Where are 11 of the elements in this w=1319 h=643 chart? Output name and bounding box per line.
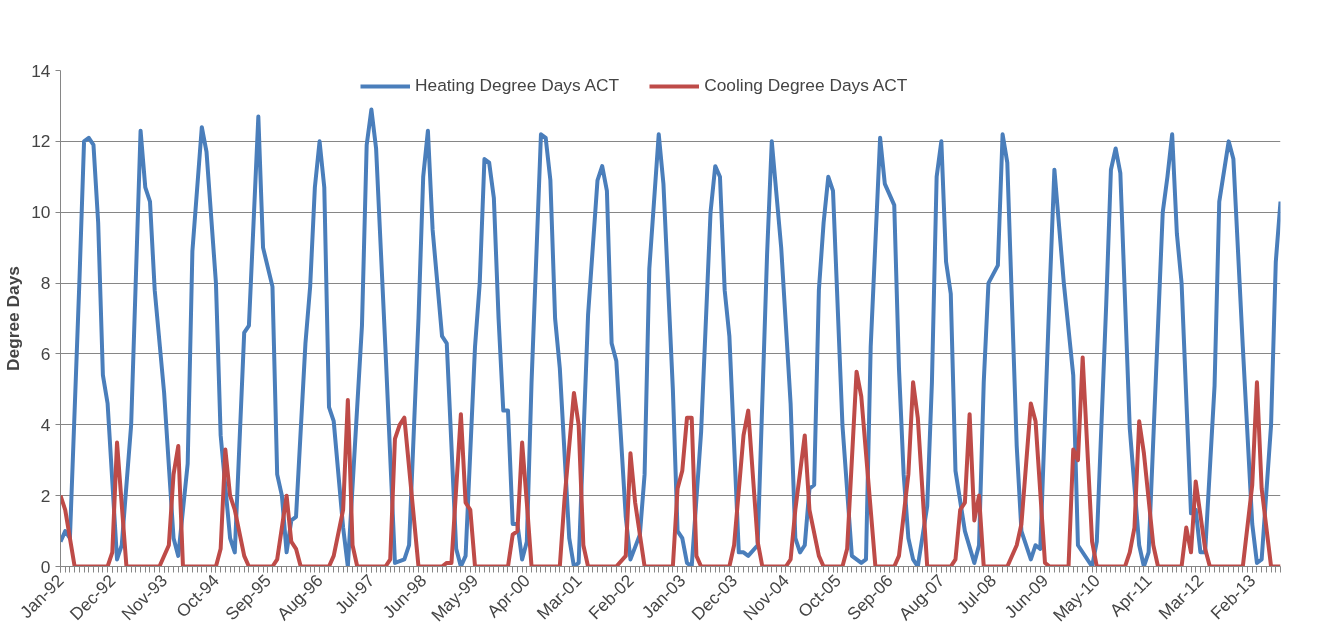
y-tick-label: 2 <box>40 485 51 506</box>
y-axis-title: Degree Days <box>3 266 24 371</box>
y-tick-label: 12 <box>31 131 51 152</box>
y-tick-label: 4 <box>40 414 51 435</box>
y-tick-label: 6 <box>40 343 51 364</box>
y-tick-label: 10 <box>31 202 51 223</box>
legend-label: Heating Degree Days ACT <box>415 75 620 96</box>
y-tick-label: 0 <box>40 556 51 577</box>
y-tick-label: 14 <box>31 60 51 81</box>
legend-label: Cooling Degree Days ACT <box>704 75 908 96</box>
y-tick-label: 8 <box>40 273 51 294</box>
